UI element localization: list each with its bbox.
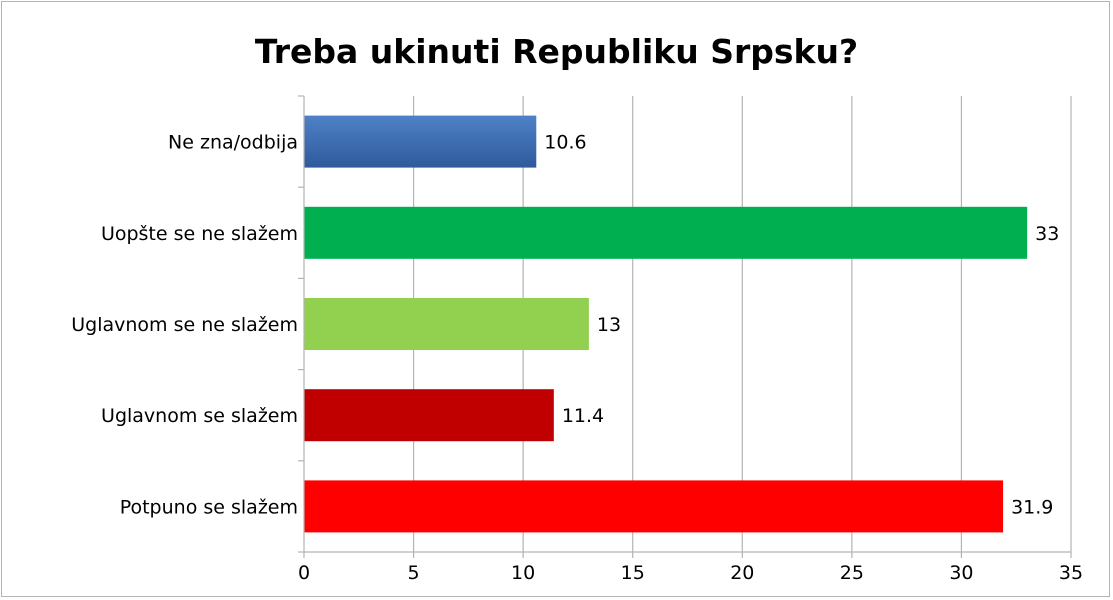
- data-label: 11.4: [562, 405, 604, 427]
- x-tick-label: 35: [1059, 562, 1083, 584]
- axes: [298, 95, 1072, 558]
- bars: [304, 115, 1028, 533]
- bar-5: [304, 480, 1004, 533]
- gridlines: [412, 96, 1072, 552]
- bar-3: [304, 298, 589, 350]
- data-label: 10.6: [544, 132, 586, 154]
- data-label: 13: [597, 314, 621, 336]
- x-tick-label: 15: [621, 562, 645, 584]
- data-label: 31.9: [1011, 496, 1053, 518]
- x-tick-label: 5: [408, 562, 420, 584]
- category-label: Potpuno se slažem: [120, 496, 298, 518]
- bar-2: [304, 206, 1028, 259]
- x-tick-label: 10: [511, 562, 535, 584]
- category-label: Ne zna/odbija: [168, 132, 298, 154]
- x-tick-label: 0: [298, 562, 310, 584]
- category-label: Uglavnom se ne slažem: [71, 314, 298, 336]
- x-tick-label: 30: [949, 562, 973, 584]
- bar-4: [304, 389, 554, 442]
- labels: 0 5 10 15 20 25 30 35 Ne zna/odbija 10.6 Uopšte se…: [71, 132, 1083, 584]
- bar-1: [304, 115, 537, 168]
- chart-title: Treba ukinuti Republiku Srpsku?: [254, 32, 859, 71]
- data-label: 33: [1035, 223, 1059, 245]
- category-label: Uglavnom se slažem: [101, 405, 298, 427]
- category-label: Uopšte se ne slažem: [101, 223, 298, 245]
- x-tick-label: 20: [730, 562, 754, 584]
- x-tick-label: 25: [840, 562, 864, 584]
